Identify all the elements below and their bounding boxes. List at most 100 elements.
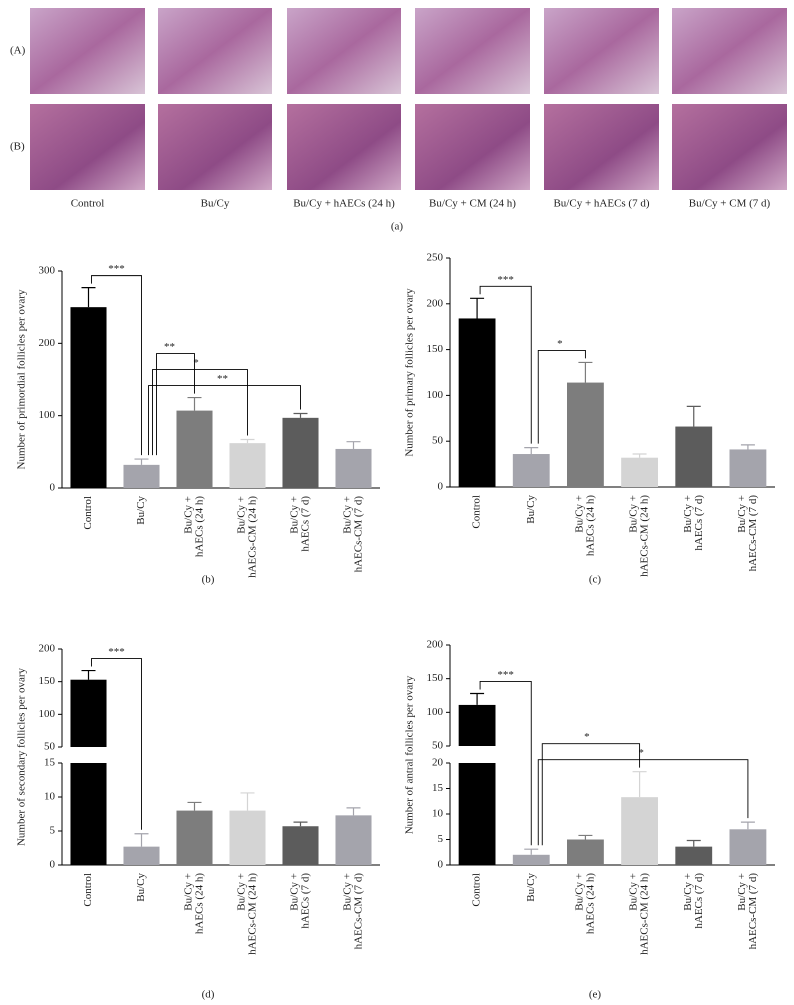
- panel-label: (c): [589, 574, 602, 586]
- error-bar: [293, 412, 308, 418]
- x-tick-label: Control: [471, 495, 483, 529]
- y-tick-label: 250: [427, 252, 444, 264]
- error-bar: [740, 821, 755, 830]
- x-tick-label: hAECs-CM (24 h): [639, 495, 651, 577]
- bar: [176, 410, 213, 488]
- x-tick-label: Control: [82, 496, 94, 530]
- histology-image: [158, 8, 272, 94]
- significance-label: ***: [497, 274, 514, 286]
- x-tick-label: Bu/Cy: [135, 496, 147, 525]
- y-axis-title: Number of primary follicles per ovary: [404, 288, 416, 457]
- bar: [621, 457, 658, 487]
- y-tick-label: 50: [432, 435, 444, 447]
- histology-image: [544, 8, 659, 94]
- error-bar: [134, 458, 149, 465]
- row-label: (A): [10, 45, 26, 57]
- error-bar: [81, 287, 96, 308]
- bar: [282, 826, 319, 865]
- x-tick-label: Bu/Cy +: [736, 495, 748, 533]
- x-tick-label: hAECs-CM (7 d): [353, 873, 365, 950]
- significance-bracket: [156, 353, 195, 456]
- x-tick-label: Bu/Cy +: [342, 496, 354, 534]
- histology-image: [544, 104, 659, 190]
- y-tick-label: 150: [427, 672, 444, 684]
- x-tick-label: hAECs-CM (7 d): [747, 495, 759, 572]
- y-tick-label: 0: [50, 482, 56, 494]
- significance-bracket: [91, 658, 142, 830]
- histology-image: [158, 104, 272, 190]
- x-tick-label: Bu/Cy +: [573, 495, 585, 533]
- y-axis-title: Number of primordial follicles per ovary: [16, 289, 28, 469]
- histology-image: [672, 8, 787, 94]
- y-tick-label: 50: [44, 741, 56, 753]
- panel-label: (e): [589, 989, 602, 1001]
- bar: [729, 829, 767, 865]
- y-tick-label: 15: [432, 782, 444, 794]
- bar: [335, 815, 372, 865]
- error-bar: [524, 848, 539, 855]
- significance-label: ***: [108, 646, 125, 658]
- x-tick-label: Bu/Cy +: [183, 496, 195, 534]
- error-bar: [470, 297, 485, 319]
- histology-image: [287, 8, 401, 94]
- x-tick-label: hAECs (7 d): [693, 873, 705, 929]
- x-tick-label: Control: [82, 873, 94, 907]
- error-bar: [740, 444, 755, 450]
- significance-label: ***: [497, 669, 514, 681]
- error-bar: [578, 361, 593, 383]
- x-tick-label: Bu/Cy +: [236, 496, 248, 534]
- y-tick-label: 0: [438, 481, 444, 493]
- x-tick-label: Bu/Cy +: [289, 873, 301, 911]
- y-tick-label: 100: [39, 409, 56, 421]
- error-bar: [632, 453, 647, 458]
- x-tick-label: Bu/Cy: [525, 495, 537, 524]
- bar: [282, 417, 319, 488]
- x-tick-label: hAECs-CM (7 d): [747, 873, 759, 950]
- x-tick-label: Bu/Cy +: [183, 873, 195, 911]
- bar: [675, 426, 713, 487]
- y-tick-label: 100: [427, 706, 444, 718]
- column-label: Bu/Cy + CM (7 d): [689, 198, 771, 210]
- error-bar: [240, 792, 255, 811]
- significance-bracket: [537, 759, 749, 846]
- bar: [335, 448, 372, 488]
- histology-image: [287, 104, 401, 190]
- significance-bracket: [541, 743, 641, 846]
- panel-label: (b): [202, 574, 215, 586]
- histology-image: [415, 104, 530, 190]
- x-tick-label: hAECs-CM (24 h): [247, 873, 259, 955]
- row-label: (B): [10, 141, 25, 153]
- significance-label: *: [638, 747, 644, 759]
- y-tick-label: 15: [44, 757, 56, 769]
- x-tick-label: Bu/Cy +: [289, 496, 301, 534]
- significance-label: ***: [108, 263, 125, 275]
- histology-image: [30, 8, 145, 94]
- x-tick-label: Bu/Cy +: [573, 873, 585, 911]
- panel-label: (a): [391, 221, 404, 233]
- y-tick-label: 200: [427, 297, 444, 309]
- y-axis-title: Number of antral follicles per ovary: [404, 675, 416, 834]
- y-tick-label: 0: [438, 859, 444, 871]
- bar: [458, 763, 496, 865]
- significance-bracket: [537, 349, 586, 444]
- bar: [621, 797, 658, 865]
- bar: [512, 454, 550, 487]
- bar: [123, 464, 160, 488]
- y-tick-label: 200: [39, 337, 56, 349]
- x-tick-label: Bu/Cy +: [628, 495, 640, 533]
- y-tick-label: 5: [50, 825, 56, 837]
- bar: [176, 810, 213, 865]
- error-bar: [686, 405, 701, 427]
- error-bar: [632, 771, 647, 798]
- x-tick-label: Bu/Cy +: [236, 873, 248, 911]
- y-tick-label: 100: [39, 708, 56, 720]
- bar: [512, 854, 550, 865]
- x-tick-label: hAECs-CM (24 h): [639, 873, 651, 955]
- significance-bracket: [152, 369, 248, 456]
- error-bar: [187, 801, 202, 811]
- y-tick-label: 0: [50, 859, 56, 871]
- error-bar: [470, 692, 485, 705]
- bar: [729, 449, 767, 487]
- bar: [70, 679, 107, 747]
